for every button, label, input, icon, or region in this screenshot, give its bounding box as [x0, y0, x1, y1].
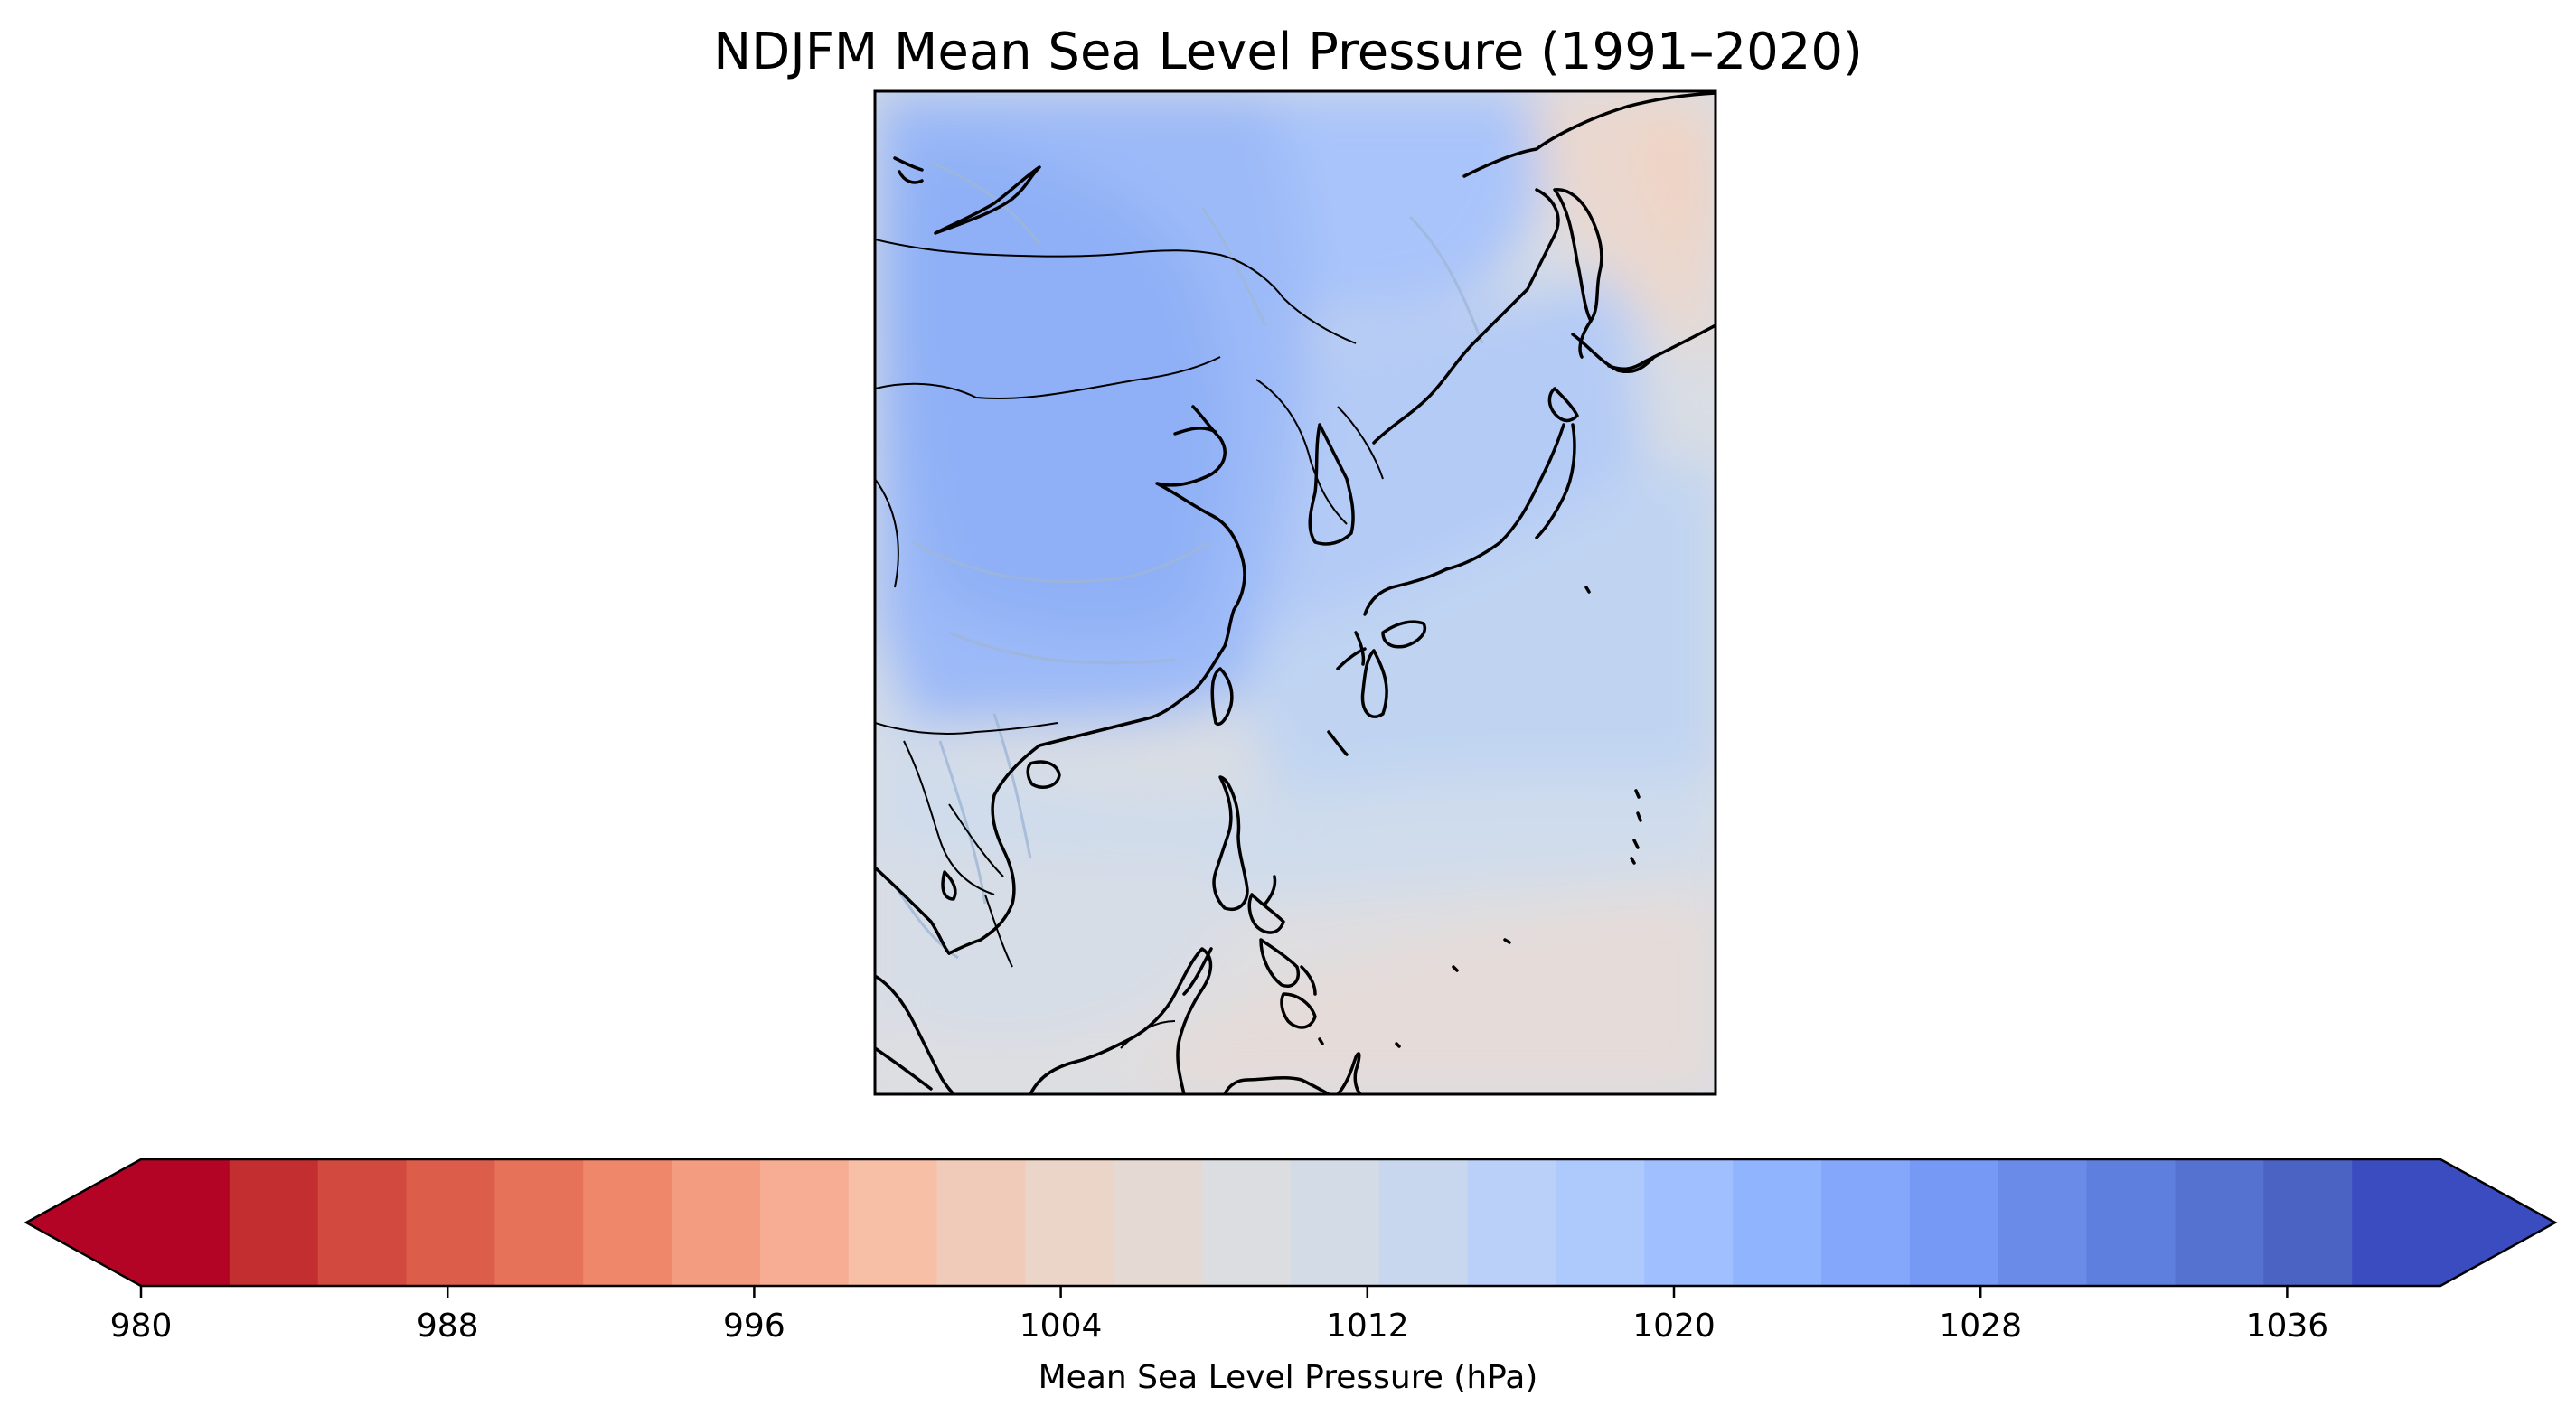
- coastlines: [875, 91, 1716, 1094]
- pressure-zone-aleutian-low: [1642, 108, 1716, 271]
- colorbar-segment: [317, 1159, 408, 1286]
- map-frame: [873, 89, 1717, 1096]
- colorbar: 980 988 996 1004 1012 1020 1028 1036: [24, 1158, 2558, 1345]
- map-panel: [875, 91, 1716, 1094]
- colorbar-tick-label: 1028: [1939, 1308, 2022, 1345]
- colorbar-segment: [848, 1159, 938, 1286]
- rivers: [893, 161, 1484, 960]
- map-title: NDJFM Mean Sea Level Pressure (1991–2020…: [713, 23, 1863, 81]
- colorbar-segment: [406, 1159, 496, 1286]
- pressure-zone-central-pacific: [1240, 452, 1716, 795]
- colorbar-segment: [1114, 1159, 1203, 1286]
- colorbar-segment: [1909, 1159, 1999, 1286]
- colorbar-tick-label: 1012: [1326, 1308, 1409, 1345]
- colorbar-segment: [2263, 1159, 2353, 1286]
- colorbar-segment: [2086, 1159, 2176, 1286]
- colorbar-tick-label: 996: [723, 1308, 785, 1345]
- colorbar-segment: [229, 1159, 319, 1286]
- colorbar-segment: [1467, 1159, 1557, 1286]
- colorbar-segment: [1378, 1159, 1469, 1286]
- colorbar-segment: [141, 1159, 230, 1286]
- colorbar-segment: [494, 1159, 585, 1286]
- colorbar-tick-label: 980: [110, 1308, 173, 1345]
- pressure-field: [875, 91, 1716, 1094]
- colorbar-segment: [2352, 1159, 2441, 1286]
- colorbar-tick-label: 988: [417, 1308, 479, 1345]
- colorbar-extend-high: [2440, 1159, 2555, 1286]
- pressure-zone-western-edge: [875, 633, 907, 849]
- colorbar-tick-label: 1036: [2246, 1308, 2329, 1345]
- pressure-zone-tropical-low: [1130, 904, 1716, 1094]
- colorbar-segment: [1025, 1159, 1115, 1286]
- pressure-zone-korea-japan: [1249, 271, 1645, 633]
- colorbar-segment: [583, 1159, 672, 1286]
- colorbar-segment: [1998, 1159, 2088, 1286]
- colorbar-extend-low: [26, 1159, 141, 1286]
- colorbar-segment: [759, 1159, 850, 1286]
- colorbar-tick-label: 1020: [1632, 1308, 1716, 1345]
- colorbar-outline: [24, 1158, 2558, 1288]
- colorbar-segment: [1821, 1159, 1911, 1286]
- national-borders: [875, 239, 1384, 1049]
- colorbar-segment: [1556, 1159, 1646, 1286]
- colorbar-tick-label: 1004: [1020, 1308, 1103, 1345]
- colorbar-segment: [936, 1159, 1027, 1286]
- colorbar-label: Mean Sea Level Pressure (hPa): [1038, 1359, 1538, 1396]
- colorbar-segment: [2175, 1159, 2265, 1286]
- pressure-zone-south-china-sea: [875, 847, 1231, 1051]
- pressure-zone-continental-high-core: [895, 143, 1224, 634]
- colorbar-segment: [1202, 1159, 1292, 1286]
- colorbar-segment: [1291, 1159, 1380, 1286]
- colorbar-segment: [672, 1159, 761, 1286]
- colorbar-segment: [1733, 1159, 1822, 1286]
- colorbar-segment: [1644, 1159, 1735, 1286]
